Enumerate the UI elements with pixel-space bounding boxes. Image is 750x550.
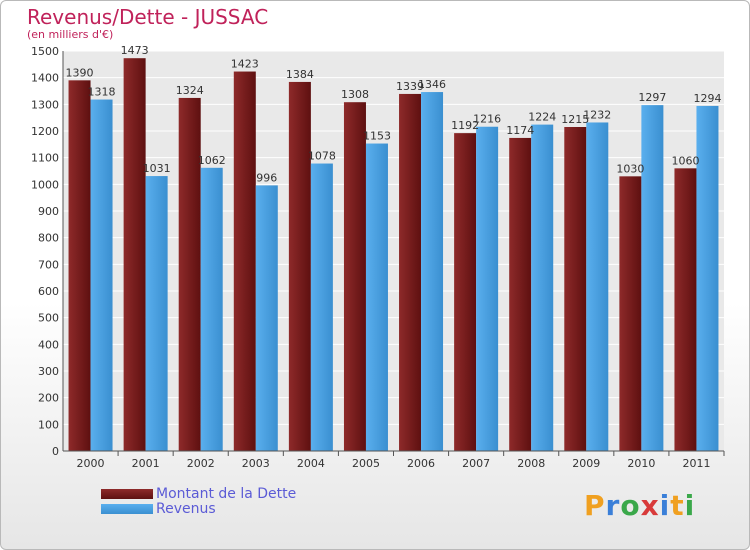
bar-dette [233,71,256,452]
bar-value-label: 1031 [143,162,171,175]
bar-revenus [696,105,719,451]
logo-letter: x [640,489,660,522]
plot-area [63,51,724,451]
bar-value-label: 1339 [396,80,424,93]
bar-revenus [310,163,333,452]
bar-revenus [90,99,113,452]
bar-revenus [476,126,499,451]
x-tick-label: 2003 [242,457,270,470]
bar-dette [288,81,311,451]
chart-subtitle: (en milliers d'€) [27,28,114,41]
bar-dette [454,133,477,451]
bar-revenus [145,176,168,452]
chart-title: Revenus/Dette - JUSSAC [27,5,269,29]
bar-value-label: 1062 [198,154,226,167]
bar-value-label: 1297 [638,91,666,104]
y-tick-label: 300 [38,365,59,378]
y-tick-label: 900 [38,205,59,218]
y-tick-label: 700 [38,258,59,271]
bar-value-label: 1294 [693,92,721,105]
bar-value-label: 1473 [121,44,149,57]
bar-value-label: 1384 [286,68,314,81]
bar-value-label: 1030 [616,162,644,175]
x-tick-label: 2008 [517,457,545,470]
bar-value-label: 1390 [66,66,94,79]
bar-value-label: 1324 [176,84,204,97]
bar-value-label: 1153 [363,130,391,143]
x-tick-label: 2001 [132,457,160,470]
bar-value-label: 996 [256,171,277,184]
bar-dette [399,93,422,451]
y-tick-label: 1200 [31,125,59,138]
y-tick-label: 500 [38,312,59,325]
bar-dette [509,137,532,451]
y-tick-label: 600 [38,285,59,298]
y-tick-label: 800 [38,232,59,245]
x-tick-label: 2010 [627,457,655,470]
y-tick-label: 1400 [31,72,59,85]
bar-value-label: 1060 [671,154,699,167]
y-tick-label: 1100 [31,152,59,165]
grid-layer [63,50,724,452]
x-tick-label: 2004 [297,457,325,470]
x-tick-label: 2009 [572,457,600,470]
proxiti-logo: Proxiti [584,489,695,522]
legend-swatch-revenus [101,504,153,514]
bar-dette [178,97,201,451]
bar-revenus [641,105,664,451]
labels-layer: 0 100 200 300 400 500 600 700 800 900 1000 1100 1200… [31,44,721,470]
bar-value-label: 1215 [561,113,589,126]
bar-dette [343,102,366,451]
logo-letter: i [659,489,671,522]
logo-letter: o [620,489,641,522]
bar-dette [674,168,697,452]
bar-value-label: 1346 [418,78,446,91]
y-tick-label: 200 [38,392,59,405]
legend-label-dette: Montant de la Dette [156,486,297,502]
x-tick-label: 2002 [187,457,215,470]
bar-value-label: 1318 [88,86,116,99]
bar-value-label: 1308 [341,88,369,101]
bar-revenus [586,122,609,451]
legend-swatch-dette [101,489,153,499]
bar-value-label: 1232 [583,108,611,121]
x-tick-label: 2007 [462,457,490,470]
logo-letter: i [684,489,696,522]
x-tick-label: 2006 [407,457,435,470]
bar-value-label: 1423 [231,58,259,71]
bar-value-label: 1192 [451,119,479,132]
bar-revenus [531,124,554,451]
x-tick-label: 2005 [352,457,380,470]
y-tick-label: 400 [38,338,59,351]
axis-layer [62,51,725,456]
bar-dette [564,127,587,451]
x-tick-label: 2011 [682,457,710,470]
bar-value-label: 1174 [506,124,534,137]
y-tick-label: 1500 [31,45,59,58]
logo-letter: P [584,489,606,522]
logo-letter: t [670,489,685,522]
y-tick-label: 100 [38,418,59,431]
bar-value-label: 1224 [528,111,556,124]
y-tick-label: 0 [52,445,59,458]
y-tick-label: 1300 [31,98,59,111]
bar-revenus [200,167,223,452]
bar-revenus [421,92,444,452]
y-tick-label: 1000 [31,178,59,191]
bar-dette [619,176,642,452]
bars-layer [68,58,719,452]
legend-label-revenus: Revenus [156,501,216,517]
logo-letter: r [605,489,621,522]
bar-revenus [365,143,388,452]
bar-revenus [255,185,278,451]
bar-value-label: 1078 [308,150,336,163]
x-tick-label: 2000 [77,457,105,470]
bar-dette [68,80,91,451]
bar-dette [123,58,146,451]
bar-value-label: 1216 [473,113,501,126]
